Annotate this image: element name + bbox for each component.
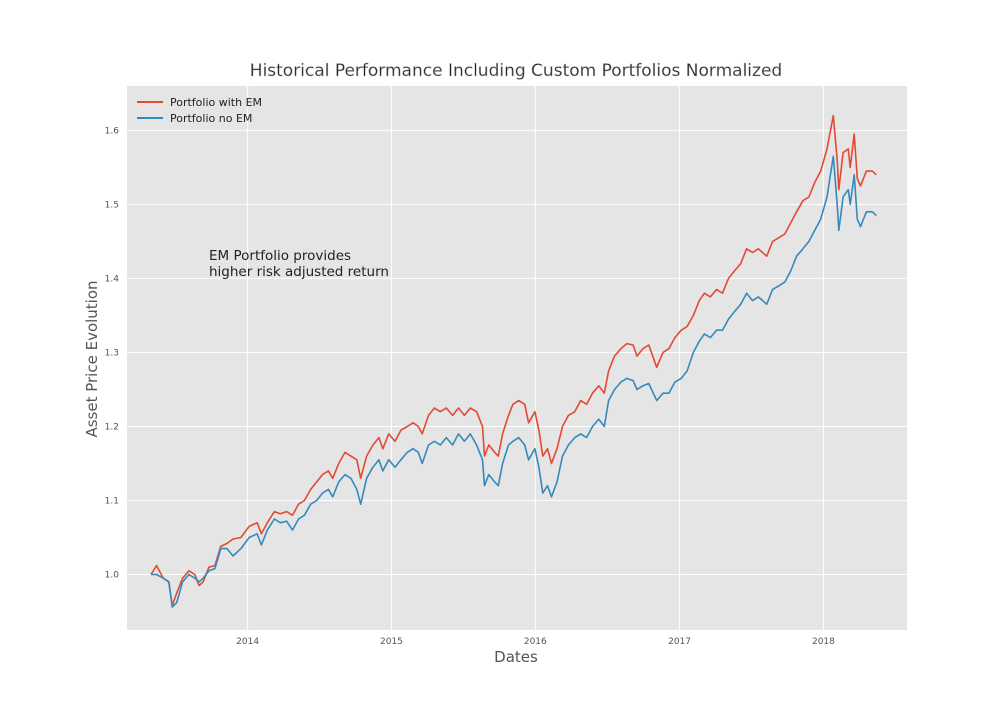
x-tick-label: 2017: [668, 637, 691, 647]
x-tick-label: 2016: [524, 637, 547, 647]
y-tick-label: 1.0: [105, 570, 120, 580]
legend: Portfolio with EM Portfolio no EM: [137, 96, 262, 125]
y-tick-label: 1.5: [105, 200, 119, 210]
y-tick-label: 1.6: [105, 126, 120, 136]
x-tick-label: 2015: [380, 637, 403, 647]
y-tick-label: 1.1: [105, 496, 119, 506]
y-axis-label: Asset Price Evolution: [83, 280, 101, 437]
series-line-no-em: [151, 155, 877, 608]
y-tick-label: 1.4: [105, 274, 120, 284]
annotation-line-1: EM Portfolio provides: [209, 248, 351, 264]
series-layer: [150, 114, 877, 608]
y-tick-label: 1.2: [105, 422, 119, 432]
x-axis-label: Dates: [494, 648, 538, 666]
plot-area: [127, 86, 907, 630]
x-tick-label: 2018: [812, 637, 835, 647]
series-line-with-em: [150, 114, 877, 607]
grid: [127, 86, 907, 630]
annotation-line-2: higher risk adjusted return: [209, 264, 389, 280]
tick-labels: 2014 2015 2016 2017 2018 1.0 1.1 1.2 1.3 1.4 1.5 1.…: [105, 126, 835, 647]
annotation-text: EM Portfolio provides higher risk adjust…: [209, 248, 389, 280]
legend-label-with-em: Portfolio with EM: [170, 96, 262, 109]
legend-label-no-em: Portfolio no EM: [170, 112, 252, 125]
x-tick-label: 2014: [236, 637, 259, 647]
y-tick-label: 1.3: [105, 348, 119, 358]
chart-title: Historical Performance Including Custom …: [250, 61, 782, 81]
